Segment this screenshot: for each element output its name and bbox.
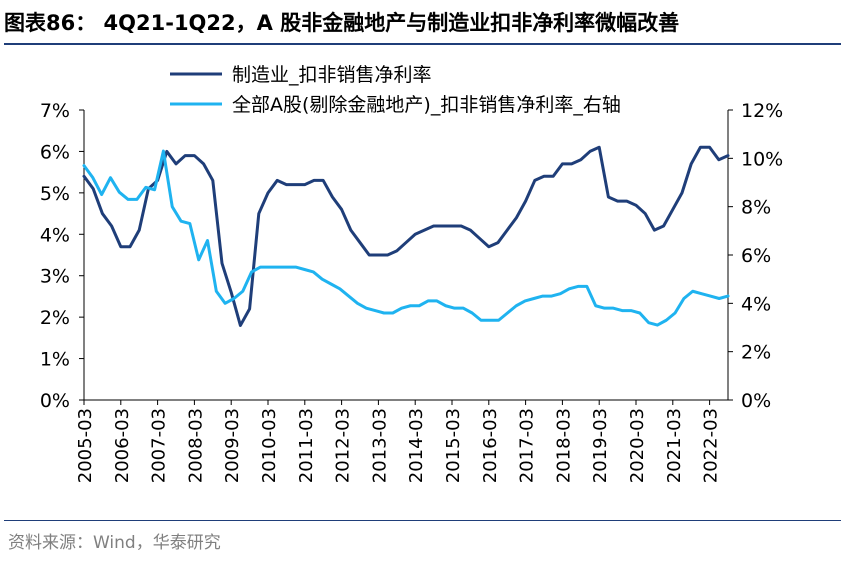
- chart-title: 图表86： 4Q21-1Q22，A 股非金融地产与制造业扣非净利率微幅改善: [4, 11, 680, 35]
- x-tick-label: 2013-03: [369, 408, 390, 483]
- y-right-tick-label: 12%: [741, 100, 783, 122]
- y-left-tick-label: 5%: [40, 183, 70, 205]
- x-tick-label: 2018-03: [553, 408, 574, 483]
- x-tick-label: 2015-03: [443, 408, 464, 483]
- chart-series: [82, 145, 730, 327]
- y-left-tick-label: 0%: [40, 390, 70, 412]
- source-note: 资料来源：Wind，华泰研究: [8, 533, 221, 553]
- x-tick-label: 2014-03: [406, 408, 427, 483]
- x-tick-label: 2020-03: [627, 408, 648, 483]
- x-tick-label: 2005-03: [75, 408, 96, 483]
- chart-axes: 0% 1% 2% 3% 4% 5% 6% 7% 0% 2% 4% 6% 8% 10% 12% 2005-03 2…: [40, 100, 783, 483]
- y-left-tick-label: 4%: [40, 224, 70, 246]
- x-tick-label: 2011-03: [296, 408, 317, 483]
- footer-rule: [4, 520, 841, 521]
- legend-label-1: 制造业_扣非销售净利率: [232, 64, 432, 86]
- y-right-tick-label: 6%: [741, 245, 771, 267]
- y-right-tick-label: 0%: [741, 390, 771, 412]
- x-tick-label: 2012-03: [333, 408, 354, 483]
- x-tick-label: 2021-03: [664, 408, 685, 483]
- x-tick-label: 2006-03: [112, 408, 133, 483]
- series-line-2: [82, 149, 730, 327]
- y-right-tick-label: 10%: [741, 148, 783, 170]
- x-tick-label: 2022-03: [701, 408, 722, 483]
- x-tick-label: 2016-03: [480, 408, 501, 483]
- y-left-tick-label: 2%: [40, 307, 70, 329]
- x-tick-label: 2009-03: [222, 408, 243, 483]
- y-right-tick-label: 4%: [741, 293, 771, 315]
- legend-label-2: 全部A股(剔除金融地产)_扣非销售净利率_右轴: [232, 94, 621, 116]
- y-left-tick-label: 7%: [40, 100, 70, 122]
- y-right-tick-label: 8%: [741, 197, 771, 219]
- y-left-tick-label: 1%: [40, 349, 70, 371]
- x-tick-label: 2017-03: [517, 408, 538, 483]
- x-tick-label: 2008-03: [185, 408, 206, 483]
- x-tick-label: 2019-03: [590, 408, 611, 483]
- series-line-1: [82, 145, 730, 327]
- x-tick-label: 2007-03: [149, 408, 170, 483]
- y-right-tick-label: 2%: [741, 342, 771, 364]
- title-underline: [4, 43, 841, 45]
- y-left-tick-label: 3%: [40, 266, 70, 288]
- x-tick-label: 2010-03: [259, 408, 280, 483]
- y-left-tick-label: 6%: [40, 141, 70, 163]
